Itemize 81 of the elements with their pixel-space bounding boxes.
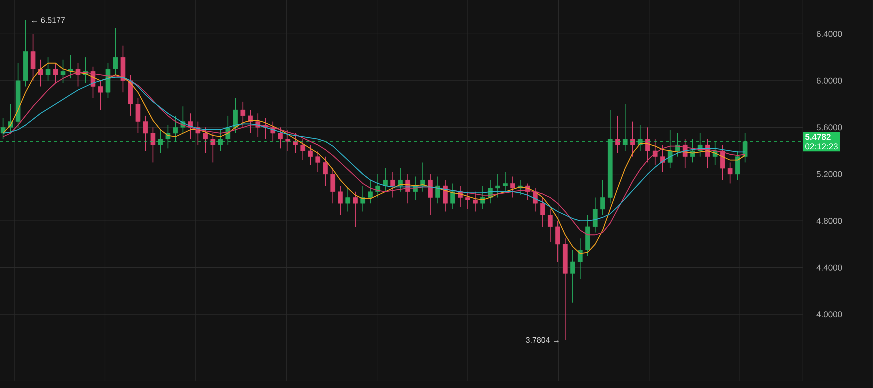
y-tick-label: 4.8000 <box>816 218 842 224</box>
y-tick-label: 5.2000 <box>816 171 842 178</box>
candlestick <box>173 116 178 142</box>
text: 02:12:23 <box>806 144 838 150</box>
candlestick <box>383 168 388 192</box>
candlestick <box>293 133 298 154</box>
candlestick <box>570 250 576 304</box>
y-tick-label: 4.0000 <box>816 312 842 318</box>
candlestick <box>720 144 726 181</box>
candlestick <box>368 180 373 204</box>
candlestick <box>158 130 164 154</box>
candlestick <box>510 176 516 198</box>
candlestick <box>338 186 343 216</box>
candlestick <box>233 98 238 134</box>
candlestick <box>593 197 598 234</box>
candlestick <box>728 162 733 184</box>
y-tick-label: 5.6000 <box>816 124 842 131</box>
candlestick <box>300 138 306 161</box>
candlestick <box>98 80 104 111</box>
candlestick <box>473 191 478 212</box>
y-tick-label: 6.0000 <box>816 78 842 84</box>
candlestick <box>675 133 680 158</box>
candlestick <box>600 180 606 216</box>
candlestick <box>690 138 696 164</box>
candlestick <box>556 220 560 262</box>
candlestick <box>38 59 44 88</box>
candlestick <box>188 113 194 140</box>
candlestick <box>652 138 658 166</box>
candlestick <box>503 172 508 192</box>
candlestick <box>480 186 486 210</box>
candlestick <box>616 116 620 154</box>
candlestick <box>203 127 208 154</box>
candlestick <box>645 127 650 164</box>
candlestick <box>143 116 148 152</box>
candlestick <box>68 54 74 79</box>
candlestick <box>353 191 358 228</box>
candlestick <box>420 162 426 192</box>
y-tick-label: 4.4000 <box>816 264 842 271</box>
candlestick <box>390 172 396 198</box>
candlestick <box>278 127 284 150</box>
candlestick <box>150 127 156 164</box>
ref-line-label: 5.4782 <box>805 134 831 140</box>
candlestick <box>742 133 748 164</box>
candlestick <box>0 118 6 140</box>
candlestick <box>443 180 448 212</box>
candlestick <box>240 102 246 128</box>
candlestick <box>660 144 666 172</box>
y-tick-label: 6.4000 <box>816 31 842 38</box>
candlestick <box>398 168 403 192</box>
candlestick <box>466 191 470 210</box>
candlestick <box>428 174 433 216</box>
candlestick <box>436 176 440 204</box>
candlestick <box>630 121 636 158</box>
candlestick <box>286 130 291 152</box>
candlestick <box>248 110 254 134</box>
candlestick <box>735 150 740 181</box>
candlestick <box>323 156 328 186</box>
candlestick <box>450 183 456 210</box>
candlestick <box>308 144 313 166</box>
candlestick <box>346 188 350 212</box>
candlestick <box>622 104 628 152</box>
candlestick <box>128 74 134 116</box>
candlestick <box>218 130 224 152</box>
candlestick <box>113 28 118 76</box>
candlestick <box>30 34 36 82</box>
candlestick <box>548 209 553 243</box>
candlestick <box>46 57 51 82</box>
candlestick <box>360 186 366 212</box>
candlestick <box>586 214 590 257</box>
candlestick <box>210 133 216 164</box>
candlestick <box>106 62 111 99</box>
candlestick <box>533 188 538 212</box>
candlestick <box>330 168 336 204</box>
candlestick <box>316 150 320 172</box>
candlestick <box>136 98 141 134</box>
candlestick <box>578 238 583 280</box>
candlestick <box>60 59 66 84</box>
candlestick <box>376 174 380 198</box>
candlestick <box>668 130 673 169</box>
candlestick <box>540 197 546 228</box>
candlestick <box>496 174 500 198</box>
